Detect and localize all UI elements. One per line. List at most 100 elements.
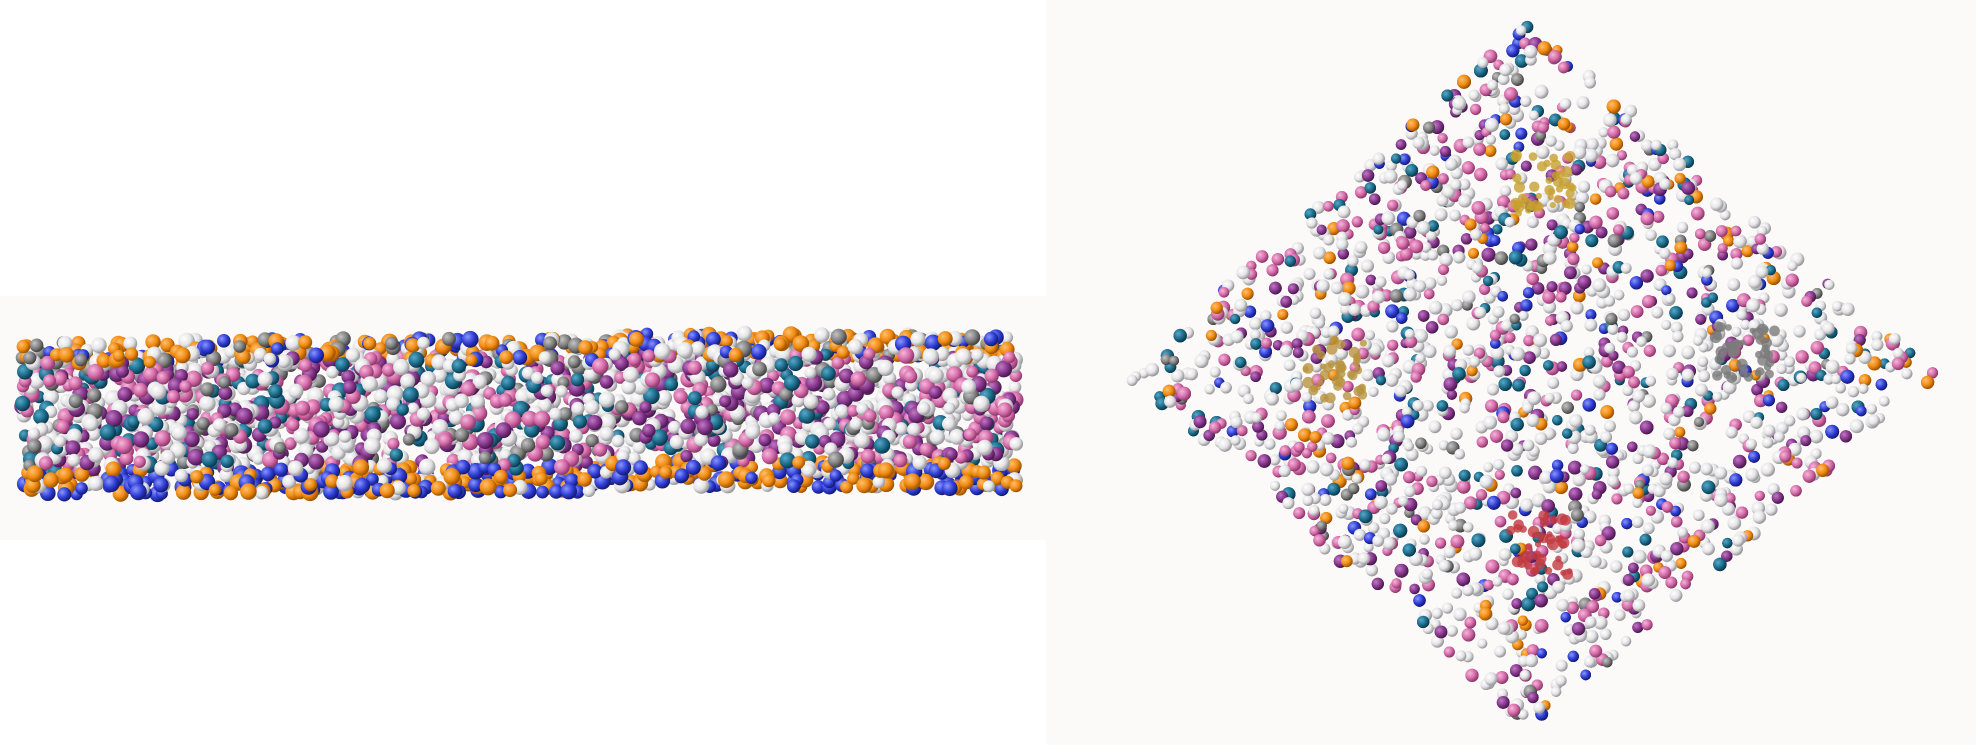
atom	[87, 388, 102, 403]
atom	[87, 363, 104, 381]
atom	[54, 435, 66, 448]
atom	[872, 475, 885, 489]
atom	[408, 351, 425, 368]
atom	[325, 474, 339, 489]
atom	[928, 385, 942, 399]
atom	[984, 368, 999, 383]
atom	[16, 339, 31, 354]
atom	[284, 437, 297, 450]
atom	[752, 361, 767, 377]
atom	[454, 428, 469, 443]
atom	[174, 468, 188, 483]
atom	[186, 408, 199, 421]
atom	[379, 483, 395, 499]
atom	[217, 334, 231, 348]
atom	[707, 433, 721, 447]
atom	[1003, 351, 1016, 364]
atom	[503, 483, 518, 498]
atom	[628, 352, 642, 367]
atom	[53, 371, 67, 386]
atom	[201, 451, 218, 468]
atom	[676, 342, 694, 359]
atom	[780, 409, 796, 425]
atom	[385, 336, 399, 350]
atom	[846, 404, 860, 417]
atom	[512, 350, 528, 365]
atom	[298, 335, 313, 350]
atom	[924, 334, 942, 351]
atom	[299, 358, 313, 373]
membrane-side-view	[14, 325, 1024, 503]
atom	[831, 356, 845, 370]
atom	[1008, 380, 1022, 394]
atom	[389, 448, 403, 462]
atom	[68, 393, 83, 409]
atom	[461, 330, 479, 348]
atom	[643, 387, 660, 405]
atom	[132, 431, 150, 448]
atom	[521, 410, 538, 427]
atom	[830, 328, 847, 345]
atom	[897, 347, 915, 364]
atom	[531, 371, 544, 385]
atom	[252, 452, 265, 465]
atom	[233, 340, 246, 353]
atom	[417, 336, 430, 350]
atom	[342, 380, 357, 394]
atom	[599, 413, 617, 431]
atom	[854, 432, 870, 449]
atom	[599, 426, 614, 442]
atom	[442, 331, 456, 346]
atom	[697, 466, 712, 481]
atom	[493, 469, 508, 484]
atom	[115, 437, 133, 455]
atom	[184, 431, 200, 447]
atom	[420, 371, 437, 387]
atom	[501, 375, 516, 391]
atom	[815, 400, 830, 415]
atom	[75, 482, 88, 495]
atom	[761, 448, 778, 465]
atom	[927, 367, 944, 384]
atom	[840, 480, 854, 494]
atom	[558, 407, 572, 421]
atom	[443, 468, 461, 485]
atom	[891, 386, 904, 399]
atom	[468, 477, 483, 493]
atom	[253, 347, 267, 362]
atom	[569, 429, 583, 443]
atom	[187, 448, 205, 466]
atom	[893, 453, 908, 468]
atom	[386, 397, 401, 411]
atom	[33, 408, 49, 425]
atom	[418, 458, 436, 476]
atom	[125, 347, 139, 361]
atom	[592, 357, 609, 375]
atom	[1009, 479, 1023, 493]
atom	[373, 389, 388, 404]
atom	[27, 438, 42, 454]
atom	[964, 428, 977, 441]
atom	[690, 341, 706, 356]
atom	[710, 455, 727, 471]
atom	[260, 466, 276, 482]
atom	[451, 358, 467, 374]
atom	[971, 348, 984, 362]
atom	[849, 417, 863, 431]
atom	[629, 331, 644, 347]
atom	[687, 360, 702, 375]
atom	[295, 400, 310, 416]
atom	[814, 327, 830, 343]
atom	[651, 429, 668, 446]
atom	[615, 459, 632, 476]
atom	[976, 465, 991, 480]
atom	[543, 336, 557, 351]
atom	[455, 459, 471, 475]
atom	[430, 480, 446, 496]
atom	[801, 346, 817, 362]
atom	[585, 434, 599, 448]
atom	[208, 483, 221, 496]
atom	[669, 435, 684, 450]
atom	[720, 335, 733, 348]
atom	[166, 390, 181, 404]
